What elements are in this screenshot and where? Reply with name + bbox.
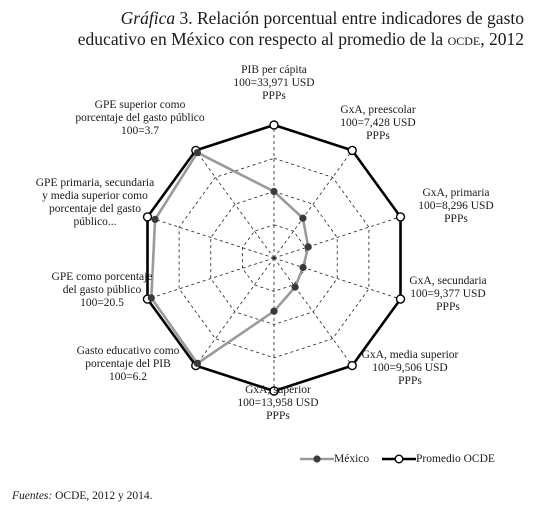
axis-label-2: GxA, preescolar 100=7,428 USD PPPs (340, 104, 416, 142)
axis-label-4-line-2: 100=9,377 USD (410, 288, 486, 300)
point-mexico-9 (151, 215, 159, 223)
axis-label-1: PIB per cápita 100=33,971 USD PPPs (233, 64, 314, 102)
axis-label-6-line-2: 100=13,958 USD (237, 397, 318, 409)
title-text-line2: educativo en México con respecto al prom… (77, 29, 444, 49)
axis-label-5-line-2: 100=9,506 USD (372, 362, 448, 374)
point-mexico-6 (270, 307, 278, 315)
point-mexico-3 (304, 243, 312, 251)
radar-series (142, 120, 406, 396)
axis-label-3-line-3: PPPs (444, 213, 468, 225)
point-ocde-2 (347, 145, 357, 156)
axis-label-9-line-1: GPE primaria, secundaria (36, 177, 154, 189)
axis-label-10-line-3: 100=3.7 (121, 125, 159, 137)
point-ocde-3 (395, 212, 406, 222)
legend: México Promedio OCDE (300, 453, 505, 468)
axis-label-9-line-2: y media superior como (42, 190, 148, 202)
axis-label-8-line-3: 100=20.5 (80, 297, 124, 309)
legend-item-mexico: México (300, 453, 369, 465)
axis-label-5-line-3: PPPs (398, 375, 422, 387)
source-text: OCDE, 2012 y 2014. (55, 490, 153, 502)
axis-label-10-line-2: porcentaje del gasto público (75, 112, 205, 124)
axis-label-9: GPE primaria, secundaria y media superior… (36, 177, 154, 228)
title-org: ocde (447, 29, 481, 49)
axis-label-10-line-1: GPE superior como (95, 99, 186, 111)
legend-item-ocde: Promedio OCDE (382, 453, 495, 465)
grid-spoke-3 (273, 216, 401, 259)
axis-label-6-line-3: PPPs (266, 410, 290, 422)
axis-label-7-line-2: porcentaje del PIB (85, 358, 171, 370)
point-mexico-2 (299, 214, 307, 222)
point-mexico-4 (299, 263, 307, 272)
axis-label-1-line-1: PIB per cápita (241, 64, 307, 76)
point-ocde-4 (395, 294, 406, 304)
axis-label-2-line-2: 100=7,428 USD (340, 117, 416, 129)
radar-grid (147, 125, 401, 391)
axis-label-1-line-2: 100=33,971 USD (233, 77, 314, 89)
chart-title: Gráfica 3. Relación porcentual entre ind… (0, 8, 524, 50)
legend-mexico-label: México (334, 453, 370, 465)
axis-label-4-line-1: GxA, secundaria (409, 275, 486, 287)
grid-spoke-8 (147, 257, 275, 300)
axis-label-7-line-3: 100=6.2 (109, 371, 147, 383)
legend-ocde-label: Promedio OCDE (416, 453, 495, 465)
point-ocde-6 (269, 386, 279, 396)
graph-number: 3. (179, 8, 193, 28)
title-year: , 2012 (480, 29, 524, 49)
legend-mexico-swatch (300, 455, 334, 463)
legend-ocde-swatch (382, 454, 417, 464)
axis-label-3-line-1: GxA, primaria (422, 187, 489, 199)
axis-label-2-line-1: GxA, preescolar (340, 104, 416, 116)
axis-label-4-line-3: PPPs (436, 301, 460, 313)
point-mexico-7 (193, 359, 201, 367)
grid-ring-3 (178, 157, 370, 359)
axis-label-7: Gasto educativo como porcentaje del PIB 10… (77, 345, 180, 383)
grid-spoke-9 (147, 216, 275, 259)
axis-label-9-line-3: porcentaje del gasto (49, 203, 141, 215)
source-label: Fuentes: (12, 490, 53, 502)
axis-label-6-line-1: GxA, superior (245, 384, 311, 396)
point-mexico-1 (270, 187, 278, 196)
chart-title-line2: educativo en México con respecto al prom… (0, 29, 524, 50)
axis-label-8: GPE como porcentaje del gasto público 100=… (52, 271, 153, 309)
source-note: Fuentes: OCDE, 2012 y 2014. (12, 490, 153, 502)
grid-ring-1 (241, 224, 307, 292)
graph-label: Gráfica (120, 8, 176, 28)
title-text-line1: Relación porcentual entre indicadores de… (196, 8, 524, 28)
point-ocde-5 (347, 360, 357, 371)
grid-spoke-4 (273, 257, 401, 300)
point-ocde-9 (142, 212, 153, 222)
axis-label-2-line-3: PPPs (366, 130, 390, 142)
chart-title-line1: Gráfica 3. Relación porcentual entre ind… (0, 8, 524, 29)
point-mexico-10 (193, 149, 201, 157)
axis-label-8-line-1: GPE como porcentaje (52, 271, 153, 283)
point-ocde-1 (269, 120, 279, 130)
axis-label-5-line-1: GxA, media superior (362, 349, 459, 361)
axis-label-8-line-2: del gasto público (63, 284, 142, 296)
grid-spoke-5 (273, 257, 353, 366)
series-line-mexico (149, 150, 310, 366)
grid-spoke-7 (195, 257, 275, 366)
axis-label-3: GxA, primaria 100=8,296 USD PPPs (418, 187, 494, 225)
grid-spoke-10 (195, 150, 275, 259)
axis-label-10: GPE superior como porcentaje del gasto pú… (75, 99, 205, 137)
axis-label-4: GxA, secundaria 100=9,377 USD PPPs (409, 275, 486, 313)
axis-label-3-line-2: 100=8,296 USD (418, 200, 494, 212)
point-mexico-8 (147, 294, 155, 302)
axis-label-1-line-3: PPPs (262, 90, 286, 102)
axis-label-7-line-1: Gasto educativo como (77, 345, 180, 357)
axis-label-5: GxA, media superior 100=9,506 USD PPPs (362, 349, 459, 387)
axis-label-9-line-4: público... (73, 216, 116, 228)
grid-spoke-2 (273, 150, 353, 259)
axis-label-6: GxA, superior 100=13,958 USD PPPs (237, 384, 318, 422)
point-mexico-5 (291, 283, 299, 291)
